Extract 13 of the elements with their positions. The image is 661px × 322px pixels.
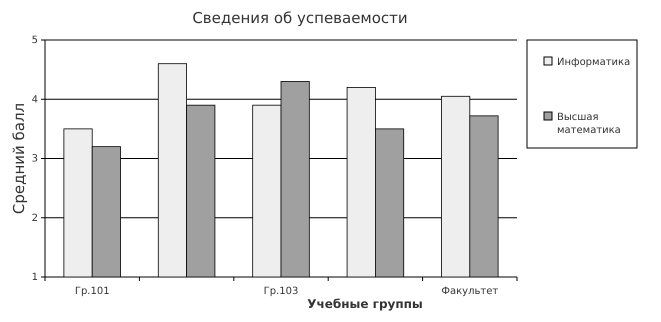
legend-label: Информатика: [557, 57, 630, 68]
y-tick-label: 1: [32, 272, 38, 284]
x-tick-label: Гр.101: [74, 286, 110, 298]
x-axis-title: Учебные группы: [307, 297, 423, 311]
legend-label: Высшая математика: [557, 112, 621, 136]
y-axis-title: Средний балл: [10, 102, 28, 214]
y-tick-label: 5: [32, 35, 38, 46]
y-tick-label: 3: [32, 154, 38, 165]
x-tick-label: Гр.103: [264, 286, 298, 298]
y-tick-label: 4: [32, 94, 38, 106]
chart-title: Сведения об успеваемости: [192, 9, 408, 27]
y-tick-label: 2: [32, 212, 38, 224]
x-tick-label: Факультет: [441, 286, 498, 298]
